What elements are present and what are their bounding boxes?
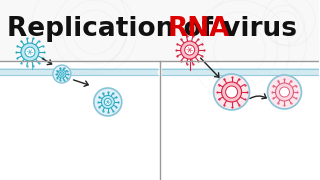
Circle shape <box>104 98 111 105</box>
Circle shape <box>94 88 122 116</box>
Text: RNA: RNA <box>168 16 230 42</box>
Circle shape <box>214 74 250 110</box>
Circle shape <box>279 87 290 97</box>
Circle shape <box>21 43 39 61</box>
Circle shape <box>221 82 242 102</box>
Circle shape <box>226 86 237 98</box>
Circle shape <box>53 65 71 83</box>
Text: virus: virus <box>214 16 297 42</box>
FancyBboxPatch shape <box>162 68 319 76</box>
Circle shape <box>58 70 66 78</box>
FancyBboxPatch shape <box>0 61 319 180</box>
Circle shape <box>60 72 64 76</box>
Circle shape <box>185 45 195 55</box>
Circle shape <box>25 47 35 57</box>
Circle shape <box>268 75 301 109</box>
FancyBboxPatch shape <box>0 68 158 76</box>
Text: Replication of: Replication of <box>7 16 222 42</box>
Circle shape <box>181 41 199 59</box>
Circle shape <box>101 96 114 109</box>
Circle shape <box>276 83 293 101</box>
FancyBboxPatch shape <box>0 0 319 61</box>
